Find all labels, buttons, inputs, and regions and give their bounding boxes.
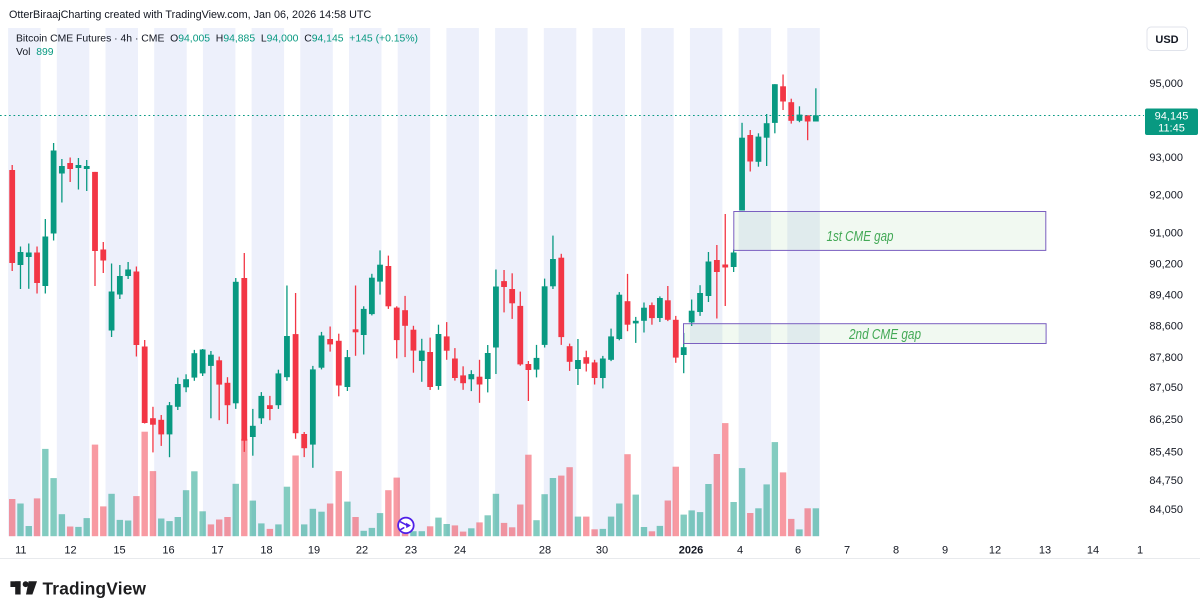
svg-text:9: 9 [942,545,948,557]
svg-text:12: 12 [64,545,76,557]
svg-text:90,200: 90,200 [1149,258,1183,270]
svg-text:15: 15 [113,545,125,557]
svg-text:OtterBiraajCharting created wi: OtterBiraajCharting created with Trading… [9,9,371,21]
svg-text:6: 6 [795,545,801,557]
svg-text:92,000: 92,000 [1149,190,1183,202]
svg-text:93,000: 93,000 [1149,152,1183,164]
svg-text:Bitcoin CME Futures · 4h · CME: Bitcoin CME Futures · 4h · CME O94,005 H… [16,34,418,45]
svg-text:88,600: 88,600 [1149,321,1183,333]
svg-text:19: 19 [308,545,320,557]
svg-text:89,400: 89,400 [1149,289,1183,301]
svg-text:12: 12 [989,545,1001,557]
svg-text:84,050: 84,050 [1149,504,1183,516]
svg-text:8: 8 [893,545,899,557]
svg-text:87,050: 87,050 [1149,382,1183,394]
svg-text:2026: 2026 [679,545,703,557]
svg-text:USD: USD [1155,34,1178,46]
svg-text:17: 17 [211,545,223,557]
svg-text:84,750: 84,750 [1149,475,1183,487]
svg-text:2nd CME gap: 2nd CME gap [848,326,921,343]
svg-text:4: 4 [737,545,743,557]
svg-text:11: 11 [15,545,26,557]
svg-text:1: 1 [1137,545,1143,557]
svg-text:7: 7 [844,545,850,557]
svg-text:24: 24 [454,545,466,557]
svg-text:91,000: 91,000 [1149,228,1183,240]
svg-text:18: 18 [260,545,272,557]
svg-text:22: 22 [356,545,368,557]
svg-text:28: 28 [539,545,551,557]
svg-text:14: 14 [1087,545,1099,557]
svg-text:94,145: 94,145 [1155,111,1189,123]
svg-text:TradingView: TradingView [43,579,147,599]
svg-text:85,450: 85,450 [1149,447,1183,459]
svg-text:30: 30 [596,545,608,557]
svg-text:11:45: 11:45 [1158,123,1185,135]
svg-text:Vol 899: Vol 899 [16,47,54,58]
svg-text:23: 23 [405,545,417,557]
svg-text:1st CME gap: 1st CME gap [827,228,894,245]
svg-text:86,250: 86,250 [1149,414,1183,426]
svg-text:95,000: 95,000 [1149,78,1183,90]
svg-text:13: 13 [1039,545,1051,557]
svg-text:87,800: 87,800 [1149,352,1183,364]
svg-text:16: 16 [162,545,174,557]
